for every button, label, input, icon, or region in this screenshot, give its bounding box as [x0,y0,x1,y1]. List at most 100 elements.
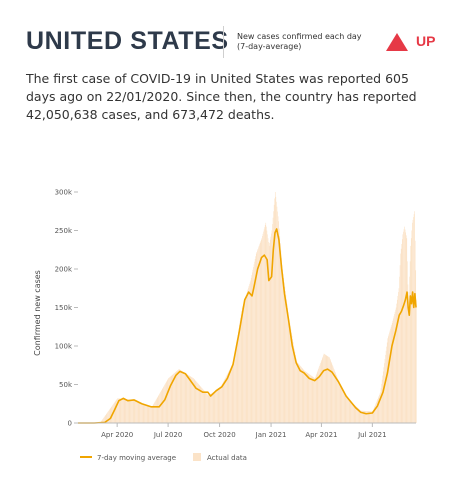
actual-data-bar [362,410,364,423]
actual-data-bar [402,234,404,423]
actual-data-bar [386,346,387,423]
actual-data-bar [363,410,365,423]
actual-data-bar [274,198,276,423]
actual-data-bar [301,367,302,423]
actual-data-bar [221,384,223,423]
actual-data-bar [141,403,142,423]
actual-data-bar [283,282,285,423]
actual-data-bar [309,374,310,423]
actual-data-bar [328,357,330,423]
actual-data-bar [364,410,366,423]
actual-data-bar [239,324,240,423]
actual-data-bar [208,394,209,423]
actual-data-bar [104,416,105,423]
actual-data-bar [416,299,417,423]
actual-data-bar [191,377,193,423]
actual-data-bar [127,399,128,423]
actual-data-bar [294,351,296,423]
actual-data-bar [292,342,294,423]
actual-data-bar [220,387,221,423]
actual-data-bar [304,370,305,423]
actual-data-bar [109,409,110,423]
actual-data-bar [123,398,125,423]
actual-data-bar [365,410,366,423]
actual-data-bar [386,342,388,423]
actual-data-bar [398,288,400,423]
actual-data-bar [323,353,325,423]
actual-data-bar [126,399,128,423]
actual-data-bar [113,403,115,423]
actual-data-bar [189,376,191,423]
actual-data-bar [384,363,385,423]
actual-data-bar [286,299,287,423]
actual-data-bar [188,375,190,423]
actual-data-bar [158,394,160,423]
actual-data-bar [142,403,143,423]
actual-data-bar [392,320,394,423]
actual-data-bar [401,243,403,423]
actual-data-bar [358,409,360,423]
actual-data-bar [319,366,320,423]
country-title: UNITED STATES [26,27,229,55]
actual-data-bar [135,400,136,423]
actual-data-bar [327,356,329,423]
actual-data-bar [355,406,357,423]
actual-data-bar [116,399,118,423]
actual-data-bar [318,367,320,423]
chart-svg: 0 50k 100k 150k 200k 250k 300k Apr 2020 Jul 2020… [33,189,417,462]
actual-data-bar [351,401,352,423]
actual-data-bar [122,398,124,423]
actual-data-bar [372,411,373,423]
actual-data-bar [264,227,265,423]
actual-data-bar [404,226,405,423]
actual-data-bar [329,357,330,423]
actual-data-bar [382,375,384,423]
actual-data-bar [322,356,324,423]
actual-data-bar [220,386,222,423]
actual-data-bar [268,245,270,423]
actual-data-bar [280,250,282,423]
actual-data-bar [266,226,267,423]
actual-data-bar [287,312,289,423]
actual-data-bar [326,355,328,424]
actual-data-bar [321,359,323,423]
actual-data-bar [329,358,331,423]
actual-data-bar [366,411,368,423]
actual-data-bar [272,217,274,423]
actual-data-bar [102,418,104,423]
actual-data-bar [162,388,164,423]
actual-data-bar [118,398,119,423]
moving-average-layer [78,228,417,424]
actual-data-bar [346,395,348,423]
actual-data-bar [370,411,372,423]
actual-data-bar [396,303,398,423]
moving-average-line [78,228,417,424]
actual-data-bar [155,399,157,423]
actual-data-bar [253,267,254,423]
actual-data-bar [402,239,403,423]
actual-data-bar [283,278,284,423]
actual-data-bar [238,328,240,423]
actual-data-bar [135,400,137,423]
actual-data-bar [328,356,329,423]
actual-data-bar [353,404,354,423]
actual-data-bar [271,233,272,423]
actual-data-bar [185,373,187,423]
actual-data-bar [296,362,298,423]
actual-data-bar [352,403,354,423]
actual-data-bar [101,420,103,423]
actual-data-bar [175,372,176,423]
actual-data-bar [216,390,218,423]
actual-data-bar [301,368,303,423]
actual-data-bar [389,332,390,423]
actual-data-bar [276,206,278,423]
actual-data-bar [126,399,127,423]
actual-data-bar [182,371,184,423]
actual-data-bar [177,370,178,423]
actual-data-bar [302,368,303,423]
actual-data-bar [133,399,135,423]
actual-data-bar [395,307,397,423]
actual-data-bar [127,399,129,423]
actual-data-bar [140,402,142,423]
x-tick-label: Apr 2021 [305,431,337,439]
